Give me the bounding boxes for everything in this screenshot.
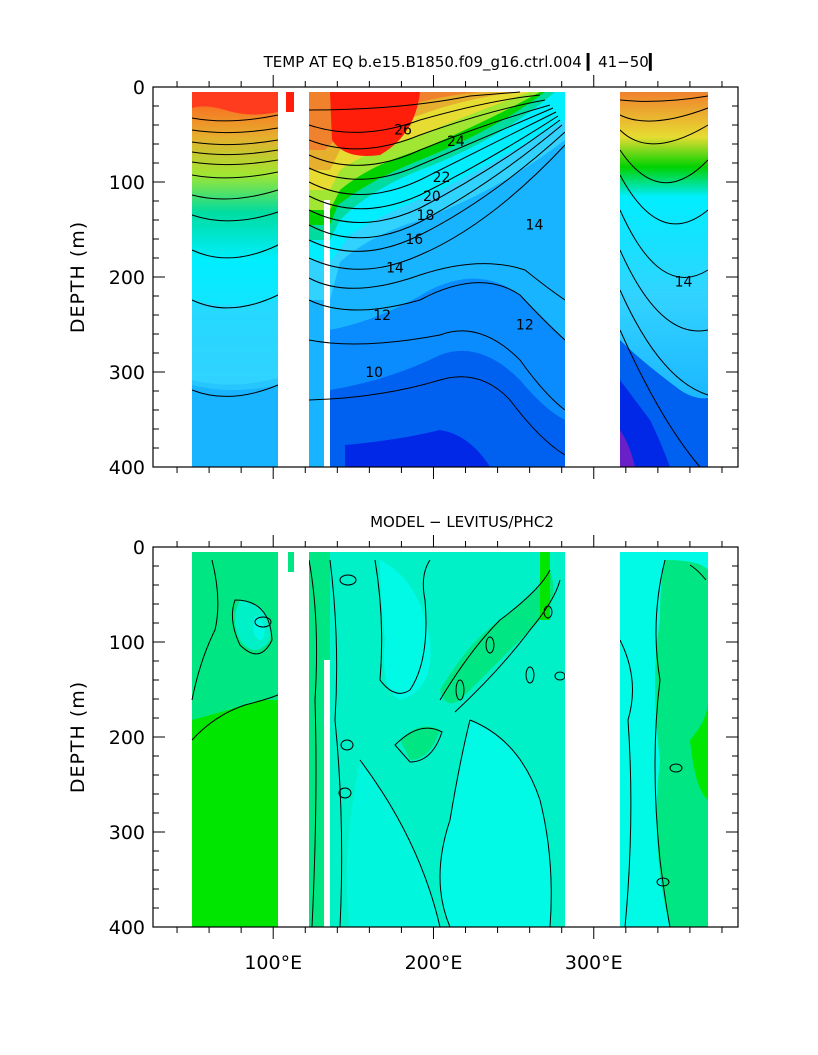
- difference-axes: 0 100 200 300 400 100°E 200°E 300°E: [109, 535, 738, 974]
- contour-label: 22: [433, 170, 451, 186]
- contour-label: 12: [516, 317, 534, 333]
- x-tick-label: 200°E: [405, 952, 463, 974]
- contour-label: 10: [365, 365, 383, 381]
- contour-label: 12: [373, 308, 391, 324]
- difference-y-axis-label: DEPTH (m): [67, 681, 89, 793]
- contour-label: 16: [405, 232, 423, 248]
- land-gap-sliver: [324, 200, 330, 467]
- diff-field-atlantic: [620, 552, 708, 927]
- temperature-panel-title: TEMP AT EQ b.e15.B1850.f09_g16.ctrl.004 …: [263, 52, 661, 72]
- x-tick-label: 100°E: [244, 952, 302, 974]
- y-tick-label: 200: [109, 267, 145, 289]
- y-tick-label: 400: [109, 457, 145, 479]
- diff-contours: [191, 559, 707, 928]
- y-tick-label: 300: [109, 822, 145, 844]
- diff-field-pacific: [309, 552, 565, 927]
- temp-field-pacific: [309, 92, 565, 467]
- temp-band-12: [192, 378, 278, 467]
- difference-panel-title: MODEL − LEVITUS/PHC2: [370, 513, 554, 531]
- contour-label: 18: [417, 208, 435, 224]
- contour-label: 20: [423, 189, 441, 205]
- contour-label: 26: [394, 123, 412, 139]
- contour-label: 24: [447, 134, 465, 150]
- x-tick-label: 300°E: [565, 952, 623, 974]
- temp-contours: [191, 91, 709, 468]
- y-tick-label: 200: [109, 727, 145, 749]
- y-tick-label: 0: [133, 77, 145, 99]
- temp-field-atlantic: [620, 92, 708, 467]
- diff-band-positive: [192, 700, 278, 927]
- temperature-axes: 0 100 200 300 400: [109, 75, 738, 479]
- y-tick-label: 0: [133, 537, 145, 559]
- y-tick-label: 100: [109, 632, 145, 654]
- temp-band-10: [330, 350, 565, 467]
- contour-label: 14: [675, 275, 693, 291]
- land-gap-americas: [565, 92, 620, 468]
- temperature-y-axis-label: DEPTH (m): [67, 221, 89, 333]
- diff-band-negative: [380, 560, 431, 700]
- temp-band-warm-pool-west: [192, 92, 278, 115]
- y-tick-label: 300: [109, 362, 145, 384]
- temp-band-29: [330, 92, 420, 156]
- y-tick-label: 400: [109, 917, 145, 939]
- y-tick-label: 100: [109, 172, 145, 194]
- contour-label: 14: [526, 218, 544, 234]
- temp-field-indian: [192, 92, 278, 467]
- diff-field-indian: [192, 552, 278, 927]
- temp-band-9: [345, 430, 490, 467]
- contour-label: 14: [386, 260, 404, 276]
- land-gap-maritime-continent: [278, 92, 309, 468]
- temperature-panel: TEMP AT EQ b.e15.B1850.f09_g16.ctrl.004 …: [67, 52, 739, 479]
- difference-panel: MODEL − LEVITUS/PHC2: [67, 513, 739, 974]
